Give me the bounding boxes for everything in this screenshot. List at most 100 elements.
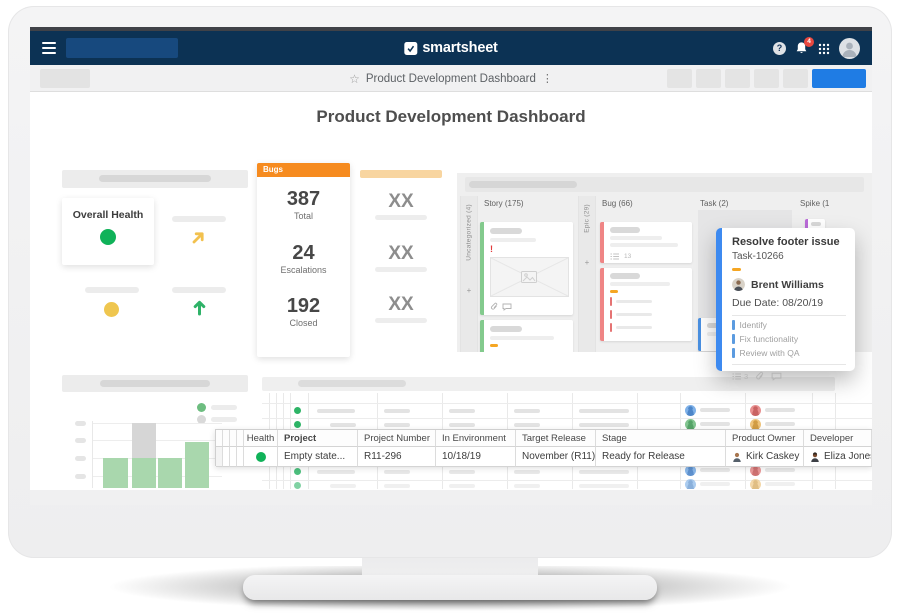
screen: smartsheet ? 4	[30, 27, 872, 505]
nav-placeholder[interactable]	[66, 38, 178, 58]
checklist-item[interactable]: Fix functionality	[732, 334, 846, 344]
person-avatar-red	[750, 405, 761, 416]
toolbar-button-placeholder[interactable]	[725, 69, 750, 88]
logo-text: smartsheet	[422, 40, 498, 56]
bugs-card-header: Bugs	[257, 163, 350, 177]
trend-up-arrow-icon	[193, 300, 206, 316]
assignee-avatar	[732, 278, 745, 291]
screen-top-edge	[30, 27, 872, 31]
toolbar-placeholder-button[interactable]	[40, 69, 90, 88]
cell-health[interactable]	[244, 447, 278, 467]
column-header-health[interactable]: Health	[244, 430, 278, 447]
checklist-item-label: Review with QA	[739, 348, 800, 358]
kanban-column-task-label: Task (2)	[700, 199, 729, 208]
yellow-status-dot	[104, 302, 119, 317]
popup-checklist-count: 3	[744, 371, 749, 381]
kanban-column-story: Story (175) !	[480, 196, 576, 352]
kanban-column-uncategorized-label: Uncategorized (4)	[465, 204, 473, 261]
person-icon	[732, 452, 742, 462]
bugs-total-label: Total	[293, 211, 313, 221]
toolbar-button-placeholder[interactable]	[696, 69, 721, 88]
row-gutter	[230, 447, 237, 467]
column-header-in-environment[interactable]: In Environment	[436, 430, 516, 447]
favorite-star-icon[interactable]: ☆	[349, 71, 360, 86]
placeholder-metric: XX	[360, 244, 442, 272]
kanban-card[interactable]: !	[480, 222, 573, 315]
legend-label-skeleton	[211, 417, 237, 422]
placeholder-metric: XX	[360, 295, 442, 323]
kanban-column-epic[interactable]: Epic (29) +	[578, 196, 596, 352]
checklist-item[interactable]: Review with QA	[732, 348, 846, 358]
legend-label-skeleton	[211, 405, 237, 410]
kanban-column-uncategorized[interactable]: Uncategorized (4) +	[460, 196, 478, 352]
row-gutter	[223, 447, 230, 467]
kanban-card[interactable]	[480, 320, 573, 352]
status-dash	[732, 268, 741, 271]
chart-gridline	[92, 476, 222, 477]
cell-product-owner[interactable]: Kirk Caskey	[726, 447, 804, 467]
person-avatar-blue	[685, 479, 696, 489]
health-status-dot	[100, 229, 116, 245]
person-avatar-yellow	[750, 419, 761, 430]
subtask-row	[610, 310, 686, 319]
checklist-count-group[interactable]: 3	[732, 372, 748, 381]
assignee-name: Brent Williams	[751, 278, 824, 291]
skeleton-pill	[811, 222, 821, 226]
project-table: Health Project Project Number In Environ…	[215, 429, 872, 467]
column-header-project-number[interactable]: Project Number	[358, 430, 436, 447]
notifications-bell-icon[interactable]: 4	[795, 36, 814, 56]
kanban-card[interactable]: 13	[600, 222, 692, 263]
add-card-icon[interactable]: +	[466, 286, 472, 295]
comment-icon	[502, 303, 512, 311]
placeholder-widget-header	[360, 170, 442, 178]
skeleton-pill	[490, 326, 522, 332]
apps-grid-icon[interactable]	[818, 42, 830, 55]
skeleton-line	[375, 318, 427, 323]
person-avatar-red	[750, 465, 761, 476]
skeleton-line	[375, 267, 427, 272]
comment-icon[interactable]	[771, 372, 782, 381]
cell-stage[interactable]: Ready for Release	[596, 447, 726, 467]
skeleton-pill	[99, 175, 211, 182]
menu-icon[interactable]	[42, 42, 56, 54]
toolbar-button-placeholder[interactable]	[754, 69, 779, 88]
image-placeholder	[490, 257, 569, 297]
column-header-developer[interactable]: Developer	[804, 430, 872, 447]
row-status-dot	[294, 468, 301, 475]
card-footer-icons: 13	[610, 253, 631, 260]
toolbar-button-placeholder[interactable]	[783, 69, 808, 88]
cell-developer[interactable]: Eliza Jones	[804, 447, 872, 467]
column-header-target-release[interactable]: Target Release	[516, 430, 596, 447]
cell-in-environment[interactable]: 10/18/19	[436, 447, 516, 467]
column-header-product-owner[interactable]: Product Owner	[726, 430, 804, 447]
more-options-icon[interactable]: ⋮	[541, 73, 553, 85]
placeholder-metric: XX	[360, 192, 442, 220]
divider	[732, 364, 846, 365]
column-header-project[interactable]: Project	[278, 430, 358, 447]
cell-project-number[interactable]: R11-296	[358, 447, 436, 467]
monitor-stand-base	[243, 575, 657, 600]
dashboard-toolbar: ☆ Product Development Dashboard ⋮	[30, 65, 872, 92]
chart-axis-line	[92, 421, 93, 488]
navbar-actions: ? 4	[773, 31, 860, 65]
cell-target-release[interactable]: November (R11)	[516, 447, 596, 467]
priority-alert-icon: !	[490, 244, 493, 254]
column-header-stage[interactable]: Stage	[596, 430, 726, 447]
task-detail-popup: Resolve footer issue Task-10266 Brent Wi…	[716, 228, 855, 381]
add-card-icon[interactable]: +	[584, 258, 590, 267]
user-avatar[interactable]	[839, 37, 860, 59]
smartsheet-logo[interactable]: smartsheet	[404, 31, 498, 65]
help-icon[interactable]: ?	[773, 41, 786, 55]
row-status-dot	[294, 407, 301, 414]
kanban-column-bug: Bug (66) 13	[598, 196, 694, 352]
kanban-card[interactable]	[600, 268, 692, 341]
paperclip-icon[interactable]	[755, 371, 764, 381]
primary-action-button[interactable]	[812, 69, 866, 88]
person-icon	[810, 451, 820, 462]
checklist-item[interactable]: Identify	[732, 320, 846, 330]
cell-project[interactable]: Empty state...	[278, 447, 358, 467]
bugs-closed-label: Closed	[289, 318, 318, 328]
toolbar-button-placeholder[interactable]	[667, 69, 692, 88]
row-status-dot	[294, 421, 301, 428]
